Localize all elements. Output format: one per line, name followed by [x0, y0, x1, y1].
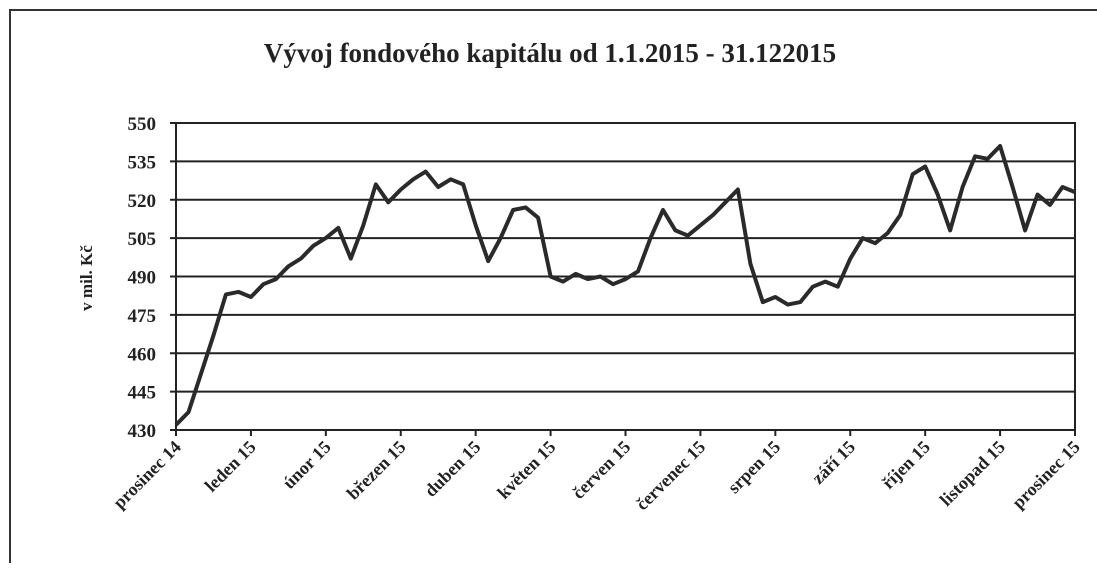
y-tick-label: 490 [128, 268, 157, 289]
x-tick-label: říjen 15 [878, 437, 934, 493]
frame [9, 9, 1097, 563]
x-tick-label: prosinec 14 [109, 437, 185, 513]
y-tick-label: 505 [128, 229, 157, 250]
y-tick-label: 460 [128, 344, 157, 365]
x-tick-label: únor 15 [279, 437, 335, 493]
x-tick-label: listopad 15 [936, 437, 1009, 510]
y-tick-label: 520 [128, 191, 157, 212]
data-line [174, 144, 1076, 427]
x-tick-label: březen 15 [343, 437, 410, 504]
y-tick-label: 430 [128, 421, 157, 442]
x-tick-label: květen 15 [493, 437, 559, 503]
x-tick-label: září 15 [808, 437, 859, 488]
y-tick-label: 445 [128, 383, 157, 404]
y-tick-label: 550 [128, 114, 157, 135]
x-tick-label: leden 15 [201, 437, 260, 496]
x-tick-label: prosinec 15 [1008, 437, 1084, 513]
x-tick-label: duben 15 [420, 437, 484, 501]
x-tick-label: červen 15 [568, 437, 634, 503]
x-tick-label: červenec 15 [632, 437, 709, 514]
y-tick-label: 475 [128, 306, 157, 327]
x-tick-label: srpen 15 [724, 437, 784, 497]
chart-title: Vývoj fondového kapitálu od 1.1.2015 - 3… [264, 38, 836, 68]
y-axis-label: v mil. Kč [77, 245, 96, 311]
y-tick-label: 535 [128, 152, 157, 173]
